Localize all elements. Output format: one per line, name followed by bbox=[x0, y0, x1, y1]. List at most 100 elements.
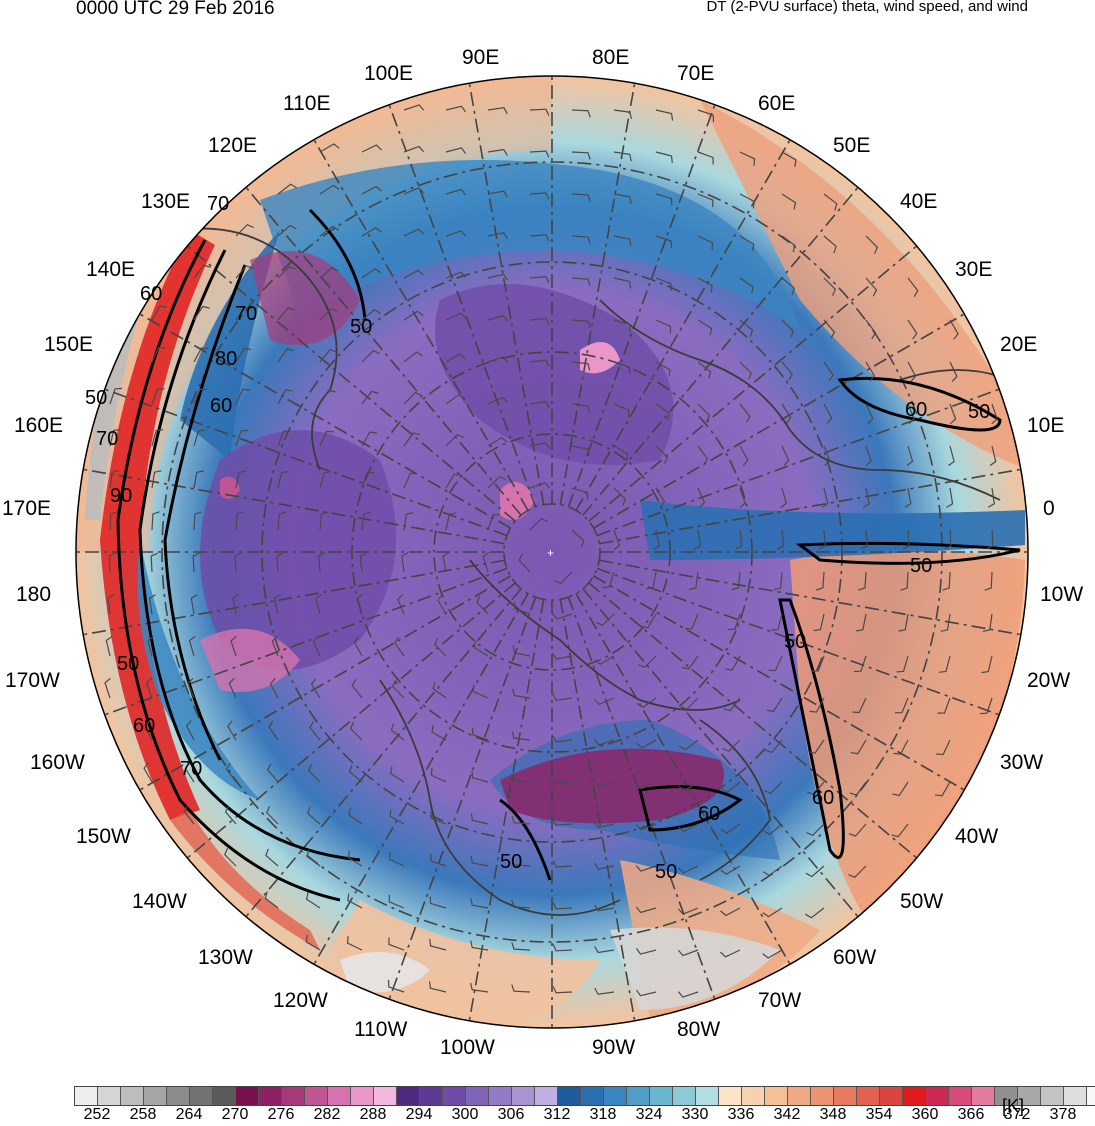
wind-barb bbox=[277, 430, 291, 447]
wind-barb bbox=[315, 593, 322, 615]
wind-barb bbox=[277, 389, 293, 405]
wind-barb bbox=[430, 811, 447, 825]
meridian-line bbox=[245, 186, 522, 516]
wind-barb bbox=[781, 361, 793, 381]
colorbar-tick-label: 366 bbox=[957, 1106, 985, 1123]
wind-barb bbox=[697, 403, 711, 422]
wind-barb bbox=[388, 937, 405, 951]
colorbar-tick-label: 342 bbox=[773, 1106, 801, 1123]
contour-label: 60 bbox=[210, 395, 232, 417]
contour-label: 50 bbox=[350, 316, 372, 338]
wind-barb bbox=[571, 445, 590, 456]
wind-barb bbox=[470, 940, 489, 951]
wind-barb bbox=[613, 403, 630, 418]
meridian-line bbox=[104, 567, 508, 716]
wind-barb bbox=[487, 315, 509, 322]
coastlines bbox=[179, 227, 1011, 916]
wind-barb bbox=[445, 230, 467, 237]
colorbar-swatch bbox=[489, 1087, 512, 1105]
wind-barb bbox=[653, 529, 660, 550]
wind-barb bbox=[445, 271, 467, 279]
colorbar-swatch bbox=[903, 1087, 926, 1105]
meridian-line bbox=[599, 468, 1021, 545]
wind-barb bbox=[235, 470, 247, 489]
colorbar-swatch bbox=[604, 1087, 627, 1105]
wind-barb bbox=[823, 445, 831, 467]
lon-label: 10W bbox=[1040, 583, 1083, 606]
wind-barb bbox=[725, 655, 741, 671]
wind-barb bbox=[308, 763, 321, 783]
colorbar-swatch bbox=[236, 1087, 259, 1105]
wind-barb bbox=[319, 184, 340, 195]
svg-text:+: + bbox=[547, 546, 554, 560]
colorbar-swatch bbox=[719, 1087, 742, 1105]
colorbar-swatch bbox=[535, 1087, 558, 1105]
wind-barb bbox=[613, 193, 632, 204]
meridian-line bbox=[575, 593, 791, 965]
contour-label: 50 bbox=[85, 387, 107, 409]
meridian-line bbox=[139, 575, 511, 791]
graticule bbox=[76, 76, 1028, 1028]
meridian-line bbox=[582, 588, 859, 918]
wind-barb bbox=[739, 361, 753, 380]
wind-barb bbox=[813, 613, 825, 632]
wind-barb bbox=[514, 601, 531, 615]
wind-barb bbox=[571, 361, 591, 371]
wind-barb bbox=[613, 277, 632, 289]
colorbar-swatch bbox=[466, 1087, 489, 1105]
lon-label: 80E bbox=[592, 46, 629, 69]
colorbar-tick-label: 330 bbox=[681, 1106, 709, 1123]
colorbar-units: [K] bbox=[1002, 1096, 1025, 1116]
wind-barb bbox=[224, 848, 237, 867]
wind-barb bbox=[234, 552, 242, 573]
meridian-line bbox=[596, 388, 1000, 537]
wind-barb bbox=[361, 268, 382, 279]
wind-barb bbox=[780, 487, 787, 509]
lon-label: 10E bbox=[1027, 414, 1064, 437]
wind-barb bbox=[187, 677, 195, 699]
wind-barb bbox=[907, 277, 919, 297]
wind-barb bbox=[781, 235, 796, 253]
wind-barb bbox=[235, 223, 254, 237]
wind-barb bbox=[442, 552, 450, 573]
wind-barb bbox=[781, 193, 797, 210]
wind-barb bbox=[361, 511, 371, 531]
wind-barb bbox=[319, 143, 340, 153]
wind-barb bbox=[228, 678, 237, 699]
lon-label: 140W bbox=[132, 890, 187, 913]
wind-barb bbox=[529, 108, 550, 116]
wind-barb bbox=[655, 277, 672, 291]
wind-barb bbox=[235, 511, 244, 531]
wind-barb bbox=[403, 472, 418, 489]
wind-barb bbox=[902, 529, 910, 550]
meridian-line bbox=[313, 593, 529, 965]
wind-barb bbox=[697, 193, 714, 208]
lon-label: 160W bbox=[30, 751, 85, 774]
colorbar-swatch bbox=[742, 1087, 765, 1105]
colorbar-swatch bbox=[811, 1087, 834, 1105]
wind-barb bbox=[823, 403, 833, 424]
colorbar-tick-label: 348 bbox=[819, 1106, 847, 1123]
wind-barb bbox=[763, 823, 783, 836]
wind-barb bbox=[401, 552, 409, 573]
wind-barb bbox=[387, 979, 405, 993]
wind-barb bbox=[487, 396, 509, 405]
wind-barb bbox=[655, 193, 673, 206]
wind-barb bbox=[677, 949, 699, 957]
wind-barb bbox=[907, 361, 917, 382]
wind-barb bbox=[403, 310, 424, 321]
wind-barb bbox=[230, 635, 237, 657]
colorbar-swatch bbox=[1064, 1087, 1087, 1105]
colorbar-tick-label: 324 bbox=[635, 1106, 663, 1123]
wind-barb bbox=[739, 319, 754, 337]
colorbar-tick-label: 318 bbox=[589, 1106, 617, 1123]
wind-barb bbox=[529, 192, 550, 200]
wind-barb bbox=[227, 720, 237, 741]
wind-barb bbox=[937, 697, 951, 714]
wind-barb bbox=[860, 529, 868, 550]
colorbar-swatch bbox=[1041, 1087, 1064, 1105]
wind-barb bbox=[552, 652, 573, 660]
colorbar-swatch bbox=[121, 1087, 144, 1105]
wind-barb bbox=[487, 437, 508, 447]
wind-barb bbox=[679, 739, 699, 751]
